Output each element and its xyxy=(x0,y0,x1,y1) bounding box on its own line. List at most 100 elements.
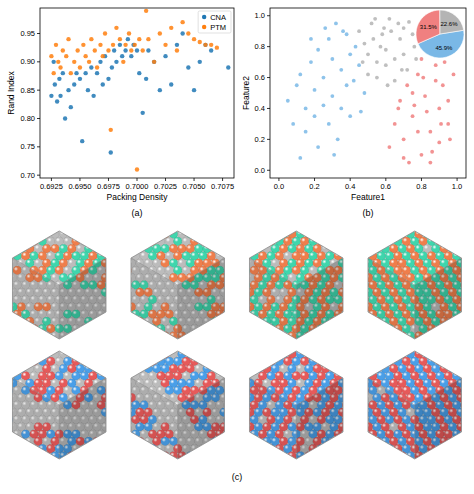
atom xyxy=(123,237,132,246)
atom xyxy=(241,222,250,231)
point xyxy=(75,48,79,52)
atom xyxy=(410,222,419,231)
atom xyxy=(105,339,114,348)
point xyxy=(361,60,365,64)
atom xyxy=(360,324,369,333)
atom xyxy=(360,295,369,304)
atom xyxy=(338,364,347,373)
atom xyxy=(63,342,72,351)
atom xyxy=(452,222,461,231)
atom xyxy=(427,339,436,348)
atom xyxy=(246,364,255,373)
atom xyxy=(101,332,110,341)
point xyxy=(416,73,420,77)
atom xyxy=(105,281,114,290)
atom xyxy=(300,459,309,468)
point xyxy=(434,79,438,83)
atom xyxy=(46,459,55,468)
x-axis-title: Packing Density xyxy=(107,192,169,202)
atom xyxy=(313,230,322,239)
point xyxy=(439,122,443,126)
atom xyxy=(436,222,445,231)
atom xyxy=(427,222,436,231)
point xyxy=(348,114,352,118)
point xyxy=(72,82,76,86)
atom xyxy=(199,459,208,468)
atom xyxy=(220,230,229,239)
atom xyxy=(148,459,157,468)
atom xyxy=(224,342,233,351)
atom xyxy=(173,222,182,231)
cube-edge xyxy=(249,231,343,339)
atom xyxy=(76,230,85,239)
y-tick-label: 1.0 xyxy=(255,11,265,20)
atom xyxy=(190,222,199,231)
atom xyxy=(101,244,110,253)
atom xyxy=(224,357,233,366)
cube-face-shade xyxy=(12,378,59,459)
atom xyxy=(220,350,229,359)
atom xyxy=(123,444,132,453)
y-tick-label: 0.70 xyxy=(20,171,35,180)
atom xyxy=(105,430,114,439)
cube-edge xyxy=(296,258,343,285)
atom xyxy=(136,452,145,461)
atom xyxy=(241,266,250,275)
atom xyxy=(21,357,30,366)
point xyxy=(87,60,91,64)
atom xyxy=(342,357,351,366)
atom xyxy=(215,324,224,333)
cube-edge xyxy=(249,378,296,405)
atom xyxy=(385,222,394,231)
plot-frame xyxy=(40,8,234,178)
atom xyxy=(123,415,132,424)
atom xyxy=(131,444,140,453)
y-tick xyxy=(37,33,40,34)
point xyxy=(363,91,367,95)
atom xyxy=(241,310,250,319)
atom xyxy=(444,237,453,246)
point xyxy=(49,94,53,98)
atom xyxy=(292,222,301,231)
point xyxy=(61,71,65,75)
atom xyxy=(283,459,292,468)
atom xyxy=(262,350,271,359)
atom xyxy=(34,332,43,341)
point xyxy=(89,65,93,69)
atom xyxy=(258,342,267,351)
atom xyxy=(377,357,386,366)
atom xyxy=(101,350,110,359)
atom xyxy=(105,444,114,453)
atom xyxy=(224,459,233,468)
atom xyxy=(381,350,390,359)
atom xyxy=(88,342,97,351)
atom xyxy=(25,230,34,239)
point xyxy=(121,60,125,64)
cube-face-shade xyxy=(178,258,225,339)
point xyxy=(169,26,173,30)
atom xyxy=(436,342,445,351)
cube-edge xyxy=(249,351,343,459)
legend-label: PTM xyxy=(210,23,226,32)
atom xyxy=(368,237,377,246)
cube-face-shade xyxy=(249,378,296,459)
atom xyxy=(46,342,55,351)
point xyxy=(80,139,84,143)
atom xyxy=(88,357,97,366)
cube-edge xyxy=(296,378,343,405)
atom xyxy=(194,350,203,359)
atom xyxy=(224,266,233,275)
atom xyxy=(368,324,377,333)
cube-edge xyxy=(131,351,225,459)
atom xyxy=(246,437,255,446)
x-tick xyxy=(385,178,386,181)
atom xyxy=(342,222,351,231)
atom xyxy=(402,342,411,351)
atom xyxy=(431,332,440,341)
atom xyxy=(258,459,267,468)
atom xyxy=(4,266,13,275)
atom xyxy=(389,230,398,239)
point xyxy=(109,150,113,154)
atom xyxy=(373,332,382,341)
atom xyxy=(271,332,280,341)
